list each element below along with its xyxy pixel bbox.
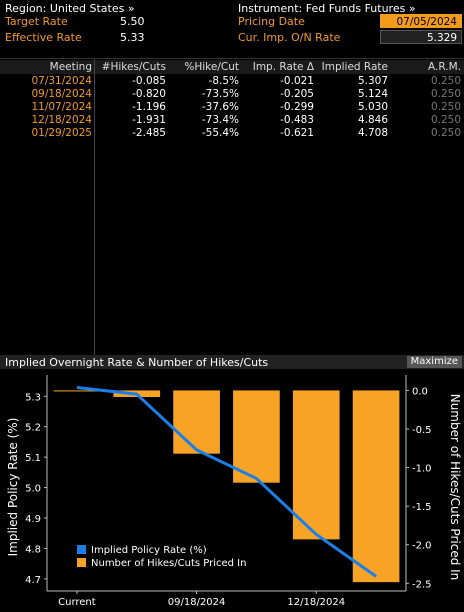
cur-imp-rate-field[interactable]: 5.329 xyxy=(380,30,462,44)
chart-legend: Implied Policy Rate (%) Number of Hikes/… xyxy=(71,539,253,573)
col-implied-rate[interactable]: Implied Rate xyxy=(321,61,388,73)
arm-value: 0.250 xyxy=(430,101,461,113)
x-tick-label: Current xyxy=(58,597,96,608)
y2-tick-label: -2.5 xyxy=(412,579,432,590)
y2-tick-label: -1.0 xyxy=(412,464,432,475)
implied-rate-value: 4.708 xyxy=(357,127,388,139)
y-tick-label: 4.7 xyxy=(25,575,41,586)
table-row[interactable]: 11/07/2024 -1.196 -37.6% -0.299 5.030 0.… xyxy=(0,101,464,114)
y-tick-label: 5.0 xyxy=(25,484,41,495)
hikes-cuts-value: -1.931 xyxy=(132,114,166,126)
hikes-cuts-bar xyxy=(292,390,340,540)
implied-rate-line xyxy=(76,385,377,578)
implied-rate-series-line xyxy=(76,385,377,578)
imp-rate-delta-value: -0.299 xyxy=(280,101,314,113)
instrument-selector[interactable]: Instrument: Fed Funds Futures » xyxy=(238,2,416,15)
implied-rate-value: 5.124 xyxy=(357,88,388,100)
pct-hike-cut-value: -37.6% xyxy=(201,101,239,113)
meeting-date: 07/31/2024 xyxy=(31,75,92,87)
col-imp-rate-delta[interactable]: Imp. Rate Δ xyxy=(252,61,314,73)
rate-chart: 5.3 5.2 5.1 5.0 4.9 4.8 4.7 0.0 -0.5 -1.0 -1.5 -2.0… xyxy=(6,375,462,608)
meeting-date: 01/29/2025 xyxy=(31,127,92,139)
y-axis-label: Implied Policy Rate (%) xyxy=(6,418,20,557)
legend-label-hikes: Number of Hikes/Cuts Priced In xyxy=(91,558,246,569)
y2-tick-label: -0.5 xyxy=(412,425,432,436)
col-meeting[interactable]: Meeting xyxy=(49,61,92,73)
imp-rate-delta-value: -0.205 xyxy=(280,88,314,100)
pricing-date-field[interactable]: 07/05/2024 xyxy=(380,14,462,28)
pct-hike-cut-value: -73.5% xyxy=(201,88,239,100)
y-tick-label: 5.1 xyxy=(25,453,41,464)
hikes-cuts-bar xyxy=(53,390,101,392)
y2-axis-label: Number of Hikes/Cuts Priced In xyxy=(448,394,462,581)
hikes-cuts-bar xyxy=(352,390,400,583)
header-panel: Region: United States » Instrument: Fed … xyxy=(0,0,464,56)
legend-swatch-hikes xyxy=(77,558,86,567)
table-header: Meeting #Hikes/Cuts %Hike/Cut Imp. Rate … xyxy=(0,60,464,74)
column-divider xyxy=(94,59,95,355)
meeting-date: 11/07/2024 xyxy=(31,101,92,113)
hikes-cuts-bar xyxy=(233,390,280,483)
target-rate-label: Target Rate xyxy=(5,15,68,28)
hikes-cuts-value: -0.085 xyxy=(132,75,166,87)
chart-panel-header: Implied Overnight Rate & Number of Hikes… xyxy=(0,355,464,369)
hikes-cuts-value: -2.485 xyxy=(132,127,166,139)
imp-rate-delta-value: -0.021 xyxy=(280,75,314,87)
meetings-table: Meeting #Hikes/Cuts %Hike/Cut Imp. Rate … xyxy=(0,58,464,355)
hikes-cuts-bars xyxy=(53,390,400,583)
chart-axes xyxy=(46,375,407,592)
arm-value: 0.250 xyxy=(430,114,461,126)
cur-imp-rate-label: Cur. Imp. O/N Rate xyxy=(238,31,341,44)
col-pct-hike-cut[interactable]: %Hike/Cut xyxy=(184,61,239,73)
pricing-date-label: Pricing Date xyxy=(238,15,305,28)
col-hikes-cuts[interactable]: #Hikes/Cuts xyxy=(101,61,166,73)
legend-label-rate: Implied Policy Rate (%) xyxy=(91,545,207,556)
y2-tick-label: -2.0 xyxy=(412,541,432,552)
y-tick-label: 5.3 xyxy=(25,392,41,403)
table-row[interactable]: 12/18/2024 -1.931 -73.4% -0.483 4.846 0.… xyxy=(0,114,464,127)
effective-rate-value: 5.33 xyxy=(120,31,145,44)
implied-rate-value: 5.030 xyxy=(357,101,388,113)
hikes-cuts-value: -0.820 xyxy=(132,88,166,100)
x-tick-label: 09/18/2024 xyxy=(168,597,226,608)
table-row[interactable]: 01/29/2025 -2.485 -55.4% -0.621 4.708 0.… xyxy=(0,127,464,140)
legend-swatch-rate xyxy=(77,545,86,554)
hikes-cuts-value: -1.196 xyxy=(132,101,166,113)
chart-panel-title: Implied Overnight Rate & Number of Hikes… xyxy=(5,356,269,369)
legend-box xyxy=(71,539,253,573)
y2-tick-label: 0.0 xyxy=(412,386,428,397)
col-arm[interactable]: A.R.M. xyxy=(428,61,461,73)
hikes-cuts-bar xyxy=(173,390,220,454)
x-tick-label: 12/18/2024 xyxy=(287,597,345,608)
maximize-button[interactable]: Maximize xyxy=(406,356,462,368)
arm-value: 0.250 xyxy=(430,88,461,100)
meeting-date: 12/18/2024 xyxy=(31,114,92,126)
table-row[interactable]: 09/18/2024 -0.820 -73.5% -0.205 5.124 0.… xyxy=(0,88,464,101)
y-tick-label: 4.9 xyxy=(25,514,41,525)
target-rate-value: 5.50 xyxy=(120,15,145,28)
arm-value: 0.250 xyxy=(430,127,461,139)
region-selector[interactable]: Region: United States » xyxy=(5,2,135,15)
table-row[interactable]: 07/31/2024 -0.085 -8.5% -0.021 5.307 0.2… xyxy=(0,75,464,88)
y2-tick-label: -1.5 xyxy=(412,502,432,513)
effective-rate-label: Effective Rate xyxy=(5,31,82,44)
arm-value: 0.250 xyxy=(430,75,461,87)
axis-ticks: 5.3 5.2 5.1 5.0 4.9 4.8 4.7 0.0 -0.5 -1.0 -1.5 -2.0… xyxy=(25,386,431,608)
imp-rate-delta-value: -0.621 xyxy=(280,127,314,139)
imp-rate-delta-value: -0.483 xyxy=(280,114,314,126)
pct-hike-cut-value: -55.4% xyxy=(201,127,239,139)
pct-hike-cut-value: -73.4% xyxy=(201,114,239,126)
y-tick-label: 4.8 xyxy=(25,544,41,555)
pct-hike-cut-value: -8.5% xyxy=(208,75,239,87)
implied-rate-value: 4.846 xyxy=(357,114,388,126)
y-tick-label: 5.2 xyxy=(25,423,41,434)
implied-rate-value: 5.307 xyxy=(357,75,388,87)
meeting-date: 09/18/2024 xyxy=(31,88,92,100)
